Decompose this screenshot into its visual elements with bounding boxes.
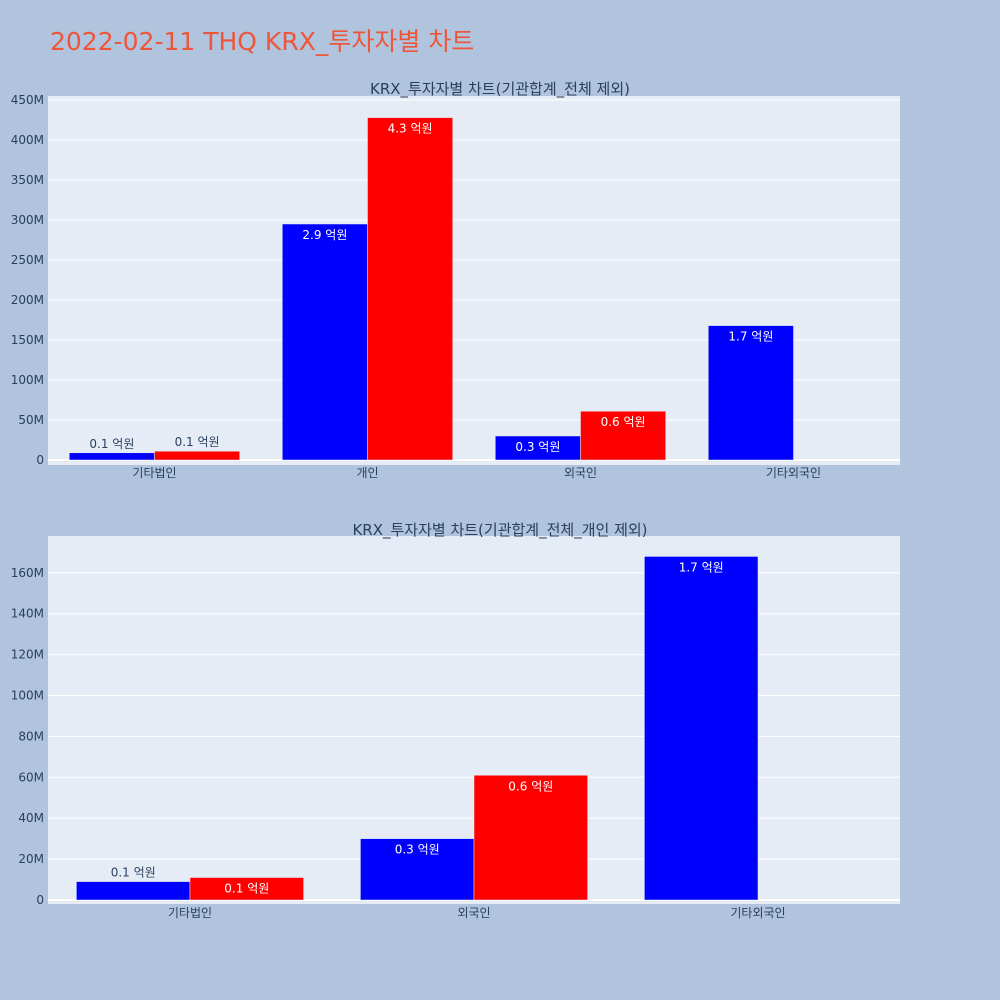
x-tick-label: 기타법인 bbox=[168, 906, 212, 920]
data-label: 1.7 억원 bbox=[728, 330, 773, 344]
bar bbox=[367, 117, 453, 461]
bar bbox=[282, 223, 368, 461]
bar bbox=[189, 877, 304, 901]
y-tick-label: 200M bbox=[11, 293, 44, 307]
chart-title: KRX_투자자별 차트(기관합계_전체_개인 제외) bbox=[352, 521, 647, 540]
y-tick-label: 350M bbox=[11, 173, 44, 187]
data-label: 0.6 억원 bbox=[601, 415, 646, 429]
bar bbox=[69, 452, 155, 461]
y-tick-label: 450M bbox=[11, 93, 44, 107]
data-label: 0.1 억원 bbox=[89, 437, 134, 451]
chart-excluding-individuals: 0 20M 40M 60M 80M 100M 120M 140M 160M KRX_투자자별 차트… bbox=[11, 521, 900, 920]
y-tick-label: 300M bbox=[11, 213, 44, 227]
bar bbox=[708, 325, 794, 461]
y-tick-label: 100M bbox=[11, 373, 44, 387]
page-title: 2022-02-11 THQ KRX_투자자별 차트 bbox=[50, 27, 475, 56]
y-tick-label: 50M bbox=[18, 413, 44, 427]
x-tick-label: 기타외국인 bbox=[730, 906, 785, 920]
y-tick-label: 400M bbox=[11, 133, 44, 147]
data-label: 0.1 억원 bbox=[224, 882, 269, 896]
chart-title: KRX_투자자별 차트(기관합계_전체 제외) bbox=[370, 80, 630, 99]
bar bbox=[76, 881, 191, 901]
bar bbox=[473, 775, 588, 901]
y-tick-label: 0 bbox=[36, 453, 44, 467]
data-label: 0.1 억원 bbox=[111, 866, 156, 880]
data-label: 1.7 억원 bbox=[679, 560, 724, 574]
x-tick-label: 외국인 bbox=[457, 906, 490, 920]
y-tick-label: 20M bbox=[18, 852, 44, 866]
y-tick-label: 80M bbox=[18, 729, 44, 743]
y-tick-label: 150M bbox=[11, 333, 44, 347]
bar bbox=[360, 838, 475, 901]
y-tick-label: 250M bbox=[11, 253, 44, 267]
bar bbox=[644, 556, 759, 901]
data-label: 0.1 억원 bbox=[175, 435, 220, 449]
bar bbox=[495, 435, 581, 461]
x-tick-label: 기타외국인 bbox=[766, 466, 821, 480]
data-label: 0.3 억원 bbox=[515, 440, 560, 454]
y-tick-label: 140M bbox=[11, 607, 44, 621]
chart-all-investors: 0 50M 100M 150M 200M 250M 300M 350M 400M 450M KRX_… bbox=[11, 80, 900, 480]
y-tick-label: 60M bbox=[18, 770, 44, 784]
data-label: 0.6 억원 bbox=[508, 779, 553, 793]
x-tick-label: 외국인 bbox=[564, 466, 597, 480]
data-label: 2.9 억원 bbox=[302, 228, 347, 242]
x-tick-label: 기타법인 bbox=[132, 466, 176, 480]
data-label: 4.3 억원 bbox=[388, 122, 433, 136]
bar bbox=[580, 410, 666, 461]
data-label: 0.3 억원 bbox=[395, 843, 440, 857]
y-tick-label: 100M bbox=[11, 689, 44, 703]
y-tick-label: 40M bbox=[18, 811, 44, 825]
y-tick-label: 160M bbox=[11, 566, 44, 580]
y-tick-label: 120M bbox=[11, 648, 44, 662]
bar bbox=[154, 450, 240, 461]
x-tick-label: 개인 bbox=[356, 466, 378, 480]
y-tick-label: 0 bbox=[36, 893, 44, 907]
